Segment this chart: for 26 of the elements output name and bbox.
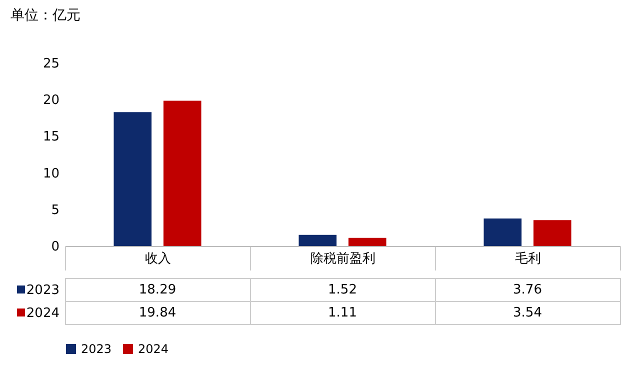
bar: [348, 238, 386, 246]
bar: [114, 112, 152, 246]
y-tick-label: 10: [42, 166, 60, 182]
bar: [533, 220, 572, 246]
legend-label: 2024: [138, 342, 169, 356]
legend-label: 2023: [26, 283, 60, 298]
data-label: 19.84: [138, 306, 176, 320]
bar: [298, 234, 337, 246]
x-tick-label: 毛利: [515, 252, 541, 266]
y-tick-label: 15: [42, 130, 60, 145]
data-label: 1.11: [328, 306, 357, 320]
text: 2023: [81, 342, 112, 356]
x-tick-label: 除税前盈利: [310, 252, 376, 266]
bar: [484, 218, 522, 246]
y-tick-label: 25: [42, 56, 60, 72]
y-tick-label: 0: [51, 240, 60, 254]
data-label: 1.52: [328, 282, 357, 298]
text: 2024: [26, 306, 60, 321]
y-tick-label: 5: [51, 202, 60, 218]
data-label: 18.29: [138, 282, 176, 298]
y-tick-label: 20: [42, 93, 60, 108]
data-label: 3.54: [513, 306, 542, 320]
x-tick-label: 收入: [145, 252, 171, 266]
data-label: 3.76: [513, 282, 542, 298]
y-axis-title: 单位：亿元: [10, 8, 80, 24]
bar: [163, 100, 202, 246]
